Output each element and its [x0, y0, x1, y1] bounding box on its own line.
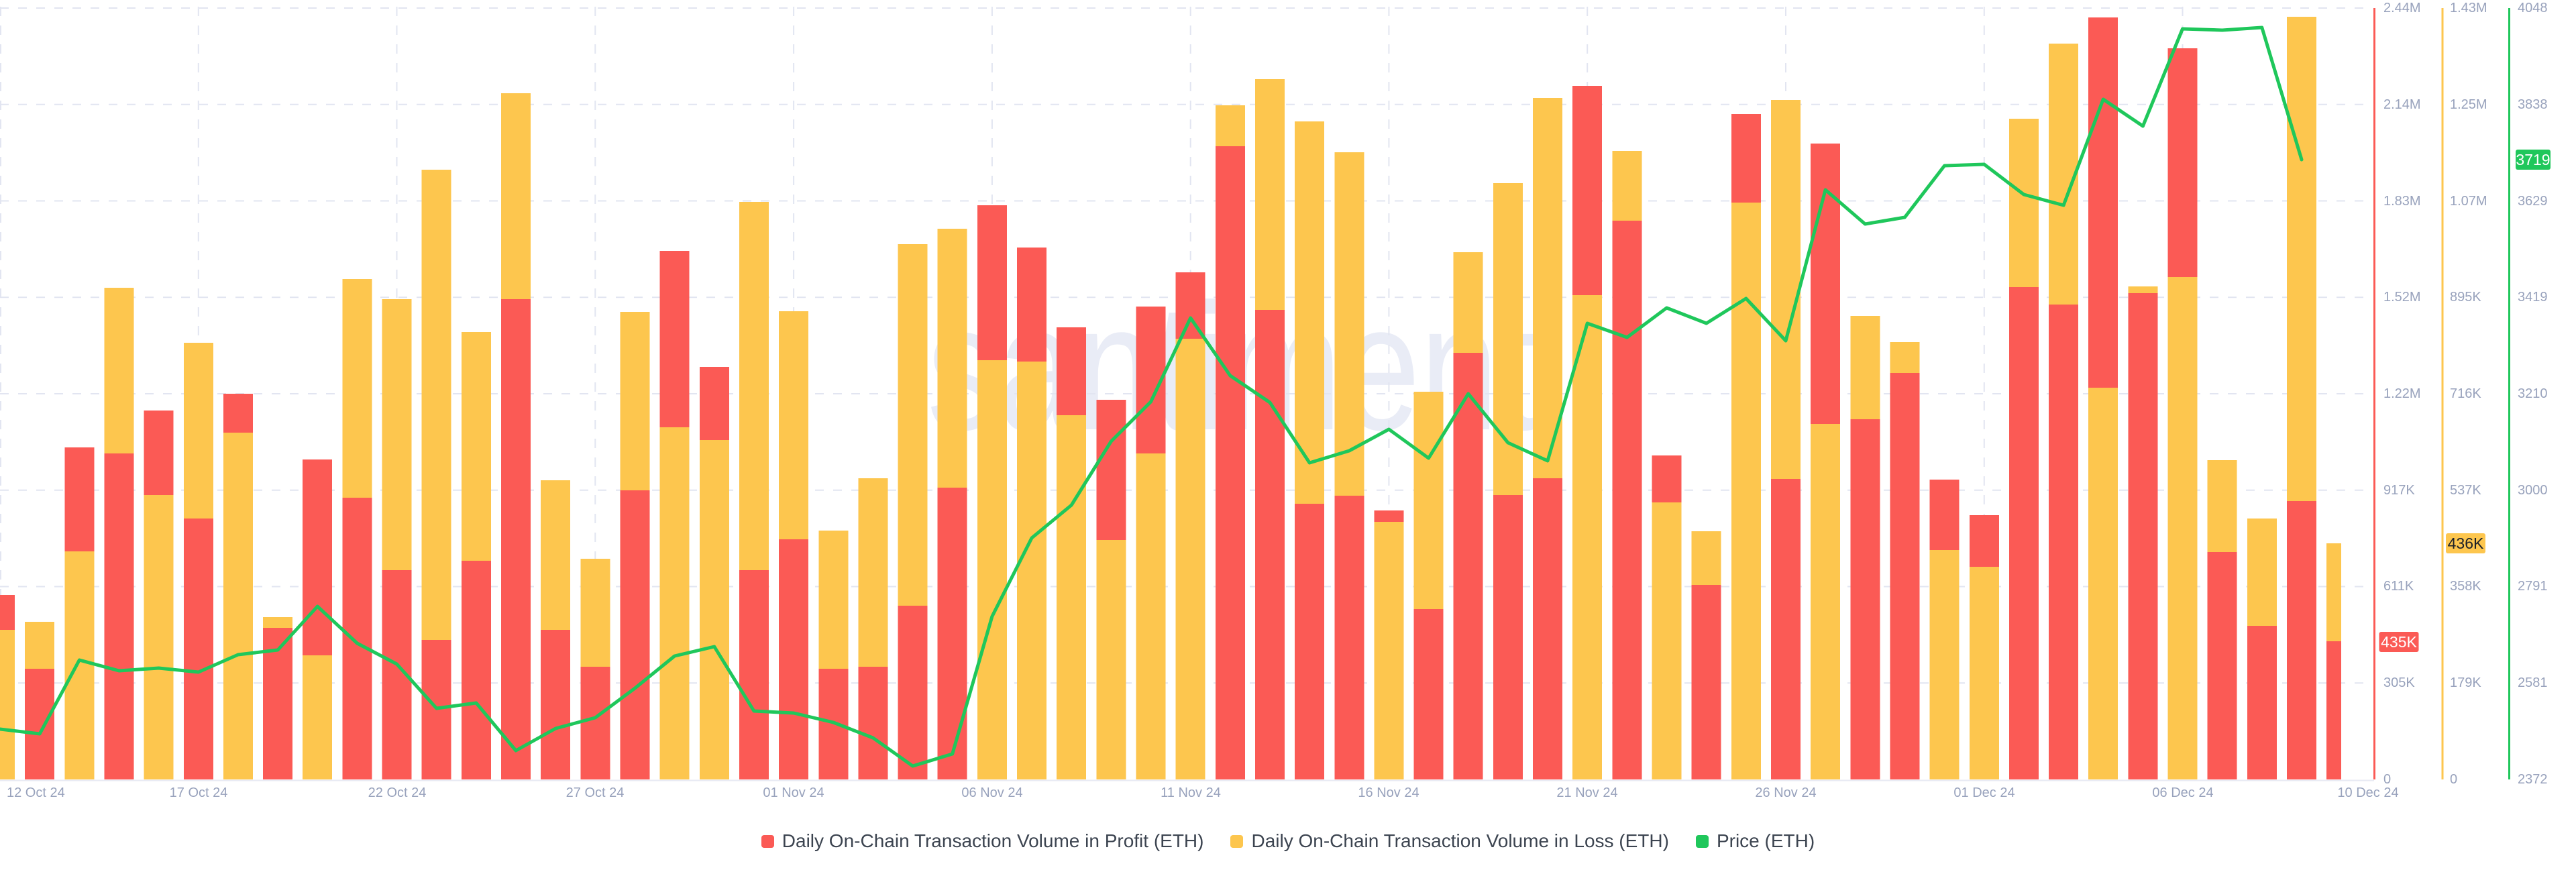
svg-text:26 Nov 24: 26 Nov 24 [1755, 785, 1816, 800]
svg-text:305K: 305K [2383, 675, 2415, 690]
svg-text:3719: 3719 [2516, 151, 2550, 168]
svg-text:0: 0 [2383, 772, 2391, 787]
svg-text:22 Oct 24: 22 Oct 24 [368, 785, 427, 800]
svg-text:2372: 2372 [2518, 772, 2548, 787]
svg-text:1.43M: 1.43M [2450, 1, 2487, 15]
svg-text:0: 0 [2450, 772, 2457, 787]
svg-text:179K: 179K [2450, 675, 2481, 690]
svg-text:12 Oct 24: 12 Oct 24 [7, 785, 65, 800]
svg-text:3629: 3629 [2518, 194, 2548, 209]
svg-text:358K: 358K [2450, 579, 2481, 594]
svg-text:2.44M: 2.44M [2383, 1, 2421, 15]
svg-text:1.07M: 1.07M [2450, 194, 2487, 209]
svg-text:01 Dec 24: 01 Dec 24 [1953, 785, 2015, 800]
svg-text:435K: 435K [2381, 633, 2417, 651]
svg-text:21 Nov 24: 21 Nov 24 [1556, 785, 1617, 800]
svg-text:436K: 436K [2448, 535, 2484, 552]
svg-text:1.25M: 1.25M [2450, 97, 2487, 112]
svg-text:06 Nov 24: 06 Nov 24 [961, 785, 1022, 800]
svg-text:917K: 917K [2383, 483, 2415, 498]
svg-text:11 Nov 24: 11 Nov 24 [1161, 785, 1221, 800]
svg-text:2.14M: 2.14M [2383, 97, 2421, 112]
svg-text:16 Nov 24: 16 Nov 24 [1358, 785, 1419, 800]
svg-text:611K: 611K [2383, 579, 2414, 594]
svg-text:3210: 3210 [2518, 386, 2548, 401]
svg-text:537K: 537K [2450, 483, 2481, 498]
svg-text:2581: 2581 [2518, 675, 2548, 690]
svg-text:01 Nov 24: 01 Nov 24 [763, 785, 824, 800]
svg-text:1.83M: 1.83M [2383, 194, 2421, 209]
svg-text:1.52M: 1.52M [2383, 290, 2421, 305]
svg-text:17 Oct 24: 17 Oct 24 [170, 785, 228, 800]
svg-text:3419: 3419 [2518, 290, 2548, 305]
svg-text:10 Dec 24: 10 Dec 24 [2337, 785, 2398, 800]
svg-text:27 Oct 24: 27 Oct 24 [566, 785, 625, 800]
svg-text:4048: 4048 [2518, 1, 2548, 15]
svg-text:06 Dec 24: 06 Dec 24 [2152, 785, 2213, 800]
svg-text:716K: 716K [2450, 386, 2481, 401]
svg-text:1.22M: 1.22M [2383, 386, 2421, 401]
svg-text:3838: 3838 [2518, 97, 2548, 112]
svg-text:2791: 2791 [2518, 579, 2548, 594]
svg-text:895K: 895K [2450, 290, 2481, 305]
svg-text:3000: 3000 [2518, 483, 2548, 498]
